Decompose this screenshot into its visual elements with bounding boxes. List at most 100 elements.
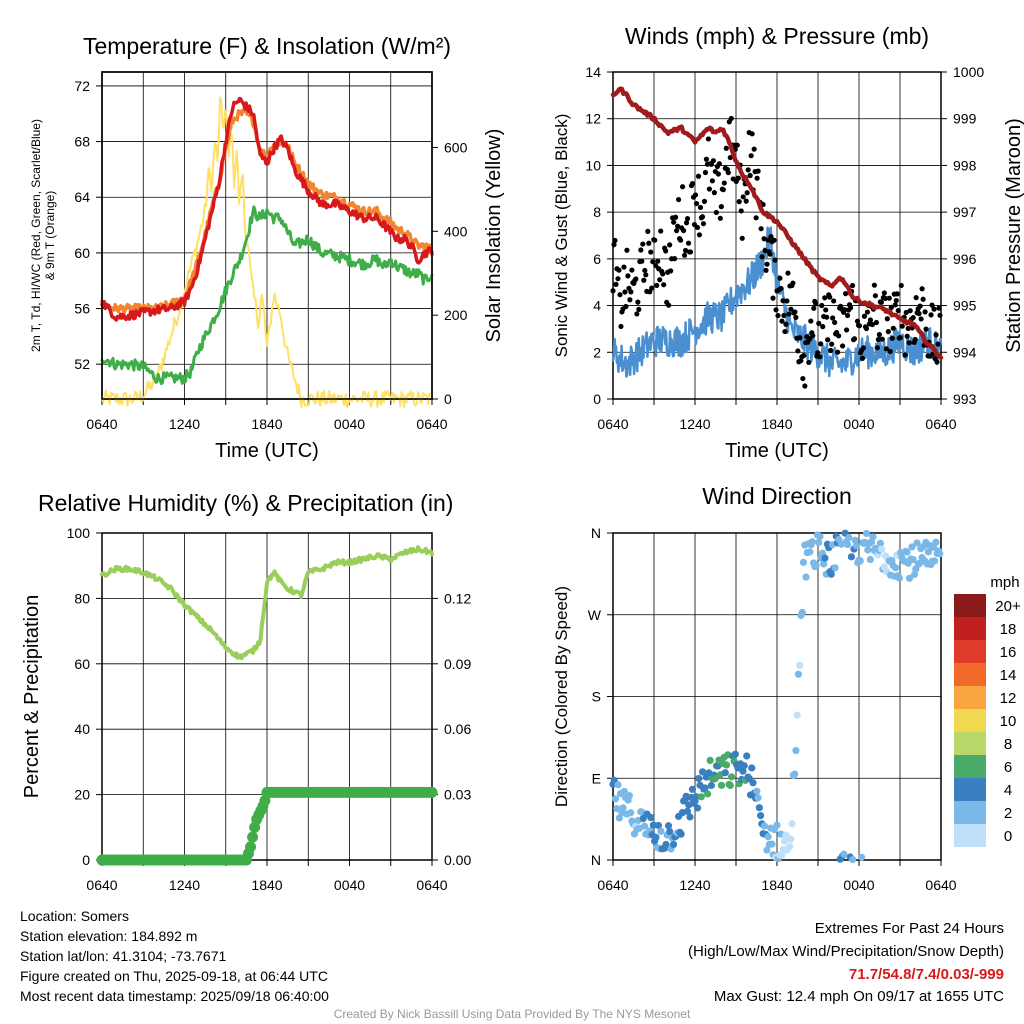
dir-colorbar-label: 0 — [1004, 828, 1012, 845]
wind-gust-dot — [819, 302, 825, 309]
wind-gust-dot — [854, 318, 861, 324]
wind-gust-dot — [700, 221, 707, 227]
temp-ytick-label: 56 — [74, 301, 90, 317]
wind-gust-dot — [705, 136, 712, 142]
wind-ytick-label: 14 — [585, 64, 601, 80]
wind-gust-dot — [851, 336, 858, 342]
wind-gust-dot — [831, 298, 837, 304]
rh-ytick-label: 80 — [74, 590, 90, 606]
wind-gust-dot — [849, 282, 856, 289]
rh-title: Relative Humidity (%) & Precipitation (i… — [38, 490, 453, 516]
wind-gust-dot — [672, 256, 678, 262]
dir-direction-dot — [812, 562, 820, 570]
wind-gust-dot — [655, 258, 661, 264]
wind-gust-dot — [920, 296, 926, 302]
wind-gust-dot — [625, 273, 631, 279]
wind-gust-dot — [797, 335, 803, 341]
dir-direction-dot — [931, 557, 939, 565]
wind-y2tick-label: 994 — [953, 344, 977, 360]
wind-ytick-label: 0 — [593, 391, 601, 407]
wind-gust-dot — [906, 340, 912, 346]
dir-colorbar-label: 4 — [1004, 782, 1012, 799]
wind-gust-dot — [643, 272, 649, 278]
wind-gust-dot — [624, 247, 630, 253]
wind-gust-dot — [646, 240, 652, 246]
temp-ylabel-right: Solar Insolation (Yellow) — [483, 129, 505, 343]
wind-gust-dot — [617, 292, 623, 298]
dir-direction-dot — [866, 555, 874, 564]
dir-direction-dot — [693, 804, 702, 812]
dir-direction-dot — [792, 746, 800, 755]
wind-gust-dot — [810, 333, 816, 339]
dir-direction-dot — [677, 830, 685, 838]
dir-xtick-label: 0640 — [597, 877, 628, 893]
wind-gust-dot — [770, 295, 776, 301]
wind-gust-dot — [636, 306, 642, 312]
dir-direction-dot — [924, 548, 932, 556]
wind-gust-dot — [663, 248, 669, 254]
dir-direction-dot — [864, 546, 872, 554]
dir-direction-dot — [816, 532, 824, 541]
wind-gust-dot — [684, 215, 691, 222]
wind-y2tick-label: 998 — [953, 157, 977, 173]
wind-gust-dot — [628, 289, 634, 295]
rh-ylabel-left: Percent & Precipitation — [21, 595, 43, 798]
rh-ytick-label: 100 — [67, 525, 91, 541]
extremes-values: 71.7/54.8/7.4/0.03/-999 — [848, 966, 1004, 983]
wind-frame — [612, 71, 942, 400]
wind-gust-dot — [844, 312, 851, 319]
dir-direction-dot — [849, 856, 857, 864]
wind-y2tick-label: 997 — [953, 204, 977, 220]
dir-colorbar-label: 8 — [1004, 736, 1012, 753]
dir-direction-dot — [936, 550, 944, 558]
wind-gust-dot — [913, 295, 919, 301]
wind-gust-dot — [824, 314, 830, 320]
wind-gust-dot — [640, 241, 646, 247]
wind-gust-dot — [922, 309, 928, 315]
wind-gust-dot — [768, 234, 774, 240]
temp-y2tick-label: 600 — [444, 139, 468, 155]
dir-colorbar-swatch — [954, 640, 986, 663]
dir-direction-dot — [798, 608, 806, 617]
wind-gust-dot — [859, 355, 866, 361]
rh-humidity-line — [100, 545, 434, 661]
dir-direction-dot — [611, 795, 620, 803]
wind-y2tick-label: 995 — [953, 298, 977, 314]
wind-gust-dot — [671, 219, 677, 225]
rh-y2tick-label: 0.12 — [444, 590, 471, 606]
wind-gust-dot — [917, 303, 923, 309]
wind-gust-dot — [638, 247, 644, 253]
dir-direction-dot — [932, 538, 940, 546]
wind-gust-dot — [869, 321, 876, 328]
dir-direction-dot — [627, 809, 635, 817]
dir-direction-dot — [698, 768, 707, 776]
wind-gust-dot — [717, 215, 723, 221]
wind-gust-dot — [627, 297, 633, 303]
dir-direction-dot — [857, 853, 866, 861]
dir-xtick-label: 0640 — [925, 877, 956, 893]
wind-gust-dot — [725, 169, 731, 176]
wind-gust-dot — [692, 192, 699, 198]
wind-gust-dot — [910, 315, 916, 321]
wind-gust-dot — [635, 299, 641, 305]
wind-gust-dot — [823, 307, 829, 313]
wind-gust-dot — [739, 235, 745, 241]
wind-gust-dot — [795, 348, 801, 354]
rh-precip-dot — [426, 786, 438, 798]
wind-gust-dot — [687, 249, 694, 255]
rh-ytick-label: 60 — [74, 656, 90, 672]
dir-direction-dot — [862, 529, 871, 538]
wind-gust-dot — [816, 320, 822, 326]
wind-gust-dot — [818, 341, 824, 347]
dir-direction-dot — [851, 536, 859, 544]
wind-sonic-wind-line — [611, 226, 943, 378]
dir-direction-dot — [740, 762, 748, 770]
wind-gust-dot — [860, 345, 867, 351]
wind-gust-dot — [919, 286, 925, 292]
wind-gust-dot — [674, 228, 680, 234]
wind-gust-dot — [696, 232, 703, 238]
dir-direction-dot — [831, 564, 839, 572]
wind-gust-dot — [734, 142, 740, 148]
temp-xtick-label: 0640 — [416, 416, 447, 432]
wind-gust-dot — [764, 261, 770, 267]
